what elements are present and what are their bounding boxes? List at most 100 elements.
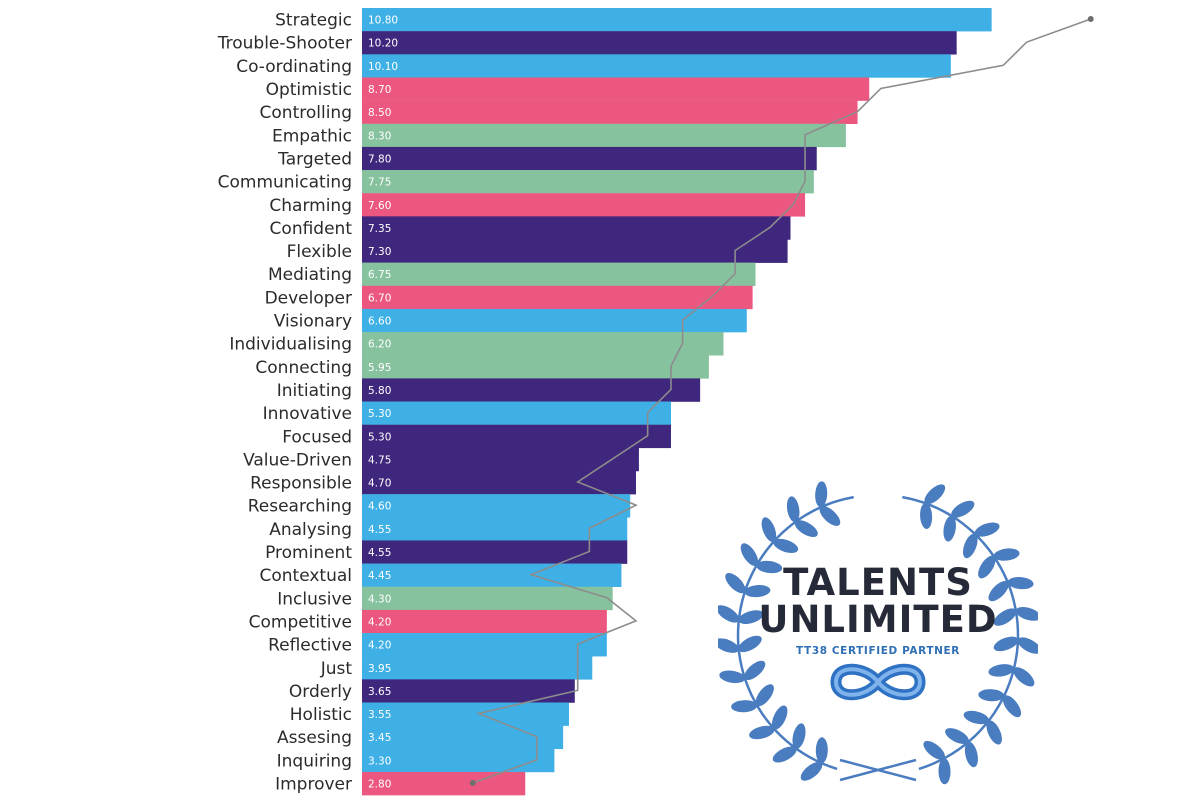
bar-communicating	[362, 170, 814, 194]
value-label: 4.70	[368, 478, 391, 490]
value-label: 10.10	[368, 61, 398, 73]
value-label: 8.30	[368, 130, 391, 142]
category-label: Mediating	[268, 265, 352, 285]
bar-contextual	[362, 563, 622, 587]
overlay-end-point	[469, 779, 476, 786]
category-label: Optimistic	[266, 80, 352, 100]
value-label: 5.30	[368, 408, 391, 420]
value-label: 5.80	[368, 385, 391, 397]
bar-reflective	[362, 633, 607, 657]
bar-mediating	[362, 262, 756, 287]
bar-confident	[362, 216, 791, 240]
bar-initiating	[362, 378, 701, 402]
badge-title-line1: TALENTS	[783, 561, 973, 604]
badge-subtitle: TT38 CERTIFIED PARTNER	[796, 645, 960, 657]
bar-inclusive	[362, 586, 613, 611]
value-label: 6.75	[368, 269, 391, 281]
category-label: Visionary	[274, 312, 352, 332]
category-label: Focused	[282, 427, 352, 447]
category-label: Analysing	[269, 520, 352, 540]
bar-focused	[362, 424, 671, 449]
value-label: 8.70	[368, 84, 391, 96]
category-labels-group: Strategic Trouble-Shooter Co-ordinating Opt…	[217, 11, 353, 795]
laurel-wreath-icon	[718, 481, 1038, 785]
category-label: Responsible	[250, 474, 352, 494]
bar-assesing	[362, 725, 564, 750]
value-labels-group: 10.80 10.20 10.10 8.70 8.50 8.30 7.80 7.75 7.60 7…	[368, 15, 398, 791]
bar-flexible	[362, 239, 788, 263]
bar-strategic	[362, 8, 992, 32]
category-label: Just	[320, 659, 353, 679]
value-label: 7.60	[368, 200, 391, 212]
category-label: Flexible	[287, 242, 352, 262]
bars-group	[362, 8, 992, 796]
bar-targeted	[362, 146, 817, 171]
bar-connecting	[362, 355, 709, 379]
value-label: 4.60	[368, 501, 391, 513]
category-label: Charming	[269, 196, 352, 216]
value-label: 10.20	[368, 38, 398, 50]
category-label: Reflective	[268, 636, 352, 656]
overlay-start-point	[1087, 16, 1094, 22]
category-label: Empathic	[272, 126, 352, 146]
value-label: 10.80	[368, 15, 398, 27]
category-label: Researching	[248, 497, 352, 517]
bar-analysing	[362, 517, 628, 541]
bar-orderly	[362, 679, 575, 703]
value-label: 4.45	[368, 570, 391, 582]
bar-improver	[362, 771, 526, 796]
bar-visionary	[362, 308, 747, 333]
category-label: Co-ordinating	[236, 57, 352, 77]
value-label: 4.20	[368, 616, 391, 628]
value-label: 6.20	[368, 339, 391, 351]
category-label: Competitive	[249, 612, 352, 632]
category-label: Inquiring	[277, 751, 352, 771]
bar-co-ordinating	[362, 54, 951, 78]
bar-trouble-shooter	[362, 31, 957, 55]
category-label: Inclusive	[277, 589, 352, 609]
value-label: 3.45	[368, 732, 391, 744]
category-label: Confident	[270, 219, 353, 239]
infinity-icon	[830, 663, 926, 701]
talents-unlimited-badge: TALENTS UNLIMITED TT38 CERTIFIED PARTNER	[718, 481, 1038, 785]
bar-charming	[362, 193, 806, 217]
bar-developer	[362, 285, 753, 310]
category-label: Prominent	[265, 543, 352, 563]
value-label: 4.75	[368, 454, 391, 466]
bar-holistic	[362, 702, 569, 726]
value-label: 3.95	[368, 663, 391, 675]
bar-researching	[362, 494, 631, 518]
category-label: Strategic	[275, 11, 352, 31]
bar-value-driven	[362, 447, 639, 472]
value-label: 5.95	[368, 362, 391, 374]
bar-optimistic	[362, 77, 870, 101]
bar-competitive	[362, 609, 607, 634]
bar-responsible	[362, 471, 637, 495]
category-label: Improver	[275, 775, 352, 795]
overlay-line-group	[469, 16, 1094, 786]
category-label: Initiating	[277, 381, 352, 401]
badge-title-line2: UNLIMITED	[758, 598, 997, 641]
category-label: Holistic	[290, 705, 352, 725]
value-label: 7.35	[368, 223, 391, 235]
overlay-series-line	[472, 18, 1092, 784]
value-label: 4.30	[368, 593, 391, 605]
value-label: 8.50	[368, 107, 391, 119]
category-label: Individualising	[229, 335, 352, 355]
value-label: 2.80	[368, 779, 391, 791]
value-label: 4.55	[368, 547, 391, 559]
bar-inquiring	[362, 748, 555, 773]
category-label: Targeted	[277, 149, 352, 169]
category-label: Assesing	[277, 728, 352, 748]
bar-empathic	[362, 123, 846, 148]
category-label: Innovative	[263, 404, 352, 424]
value-label: 6.60	[368, 316, 391, 328]
value-label: 4.55	[368, 524, 391, 536]
bar-just	[362, 656, 593, 680]
category-label: Contextual	[259, 566, 352, 586]
value-label: 4.20	[368, 640, 391, 652]
value-label: 5.30	[368, 431, 391, 443]
category-label: Trouble-Shooter	[217, 34, 352, 54]
value-label: 6.70	[368, 292, 391, 304]
